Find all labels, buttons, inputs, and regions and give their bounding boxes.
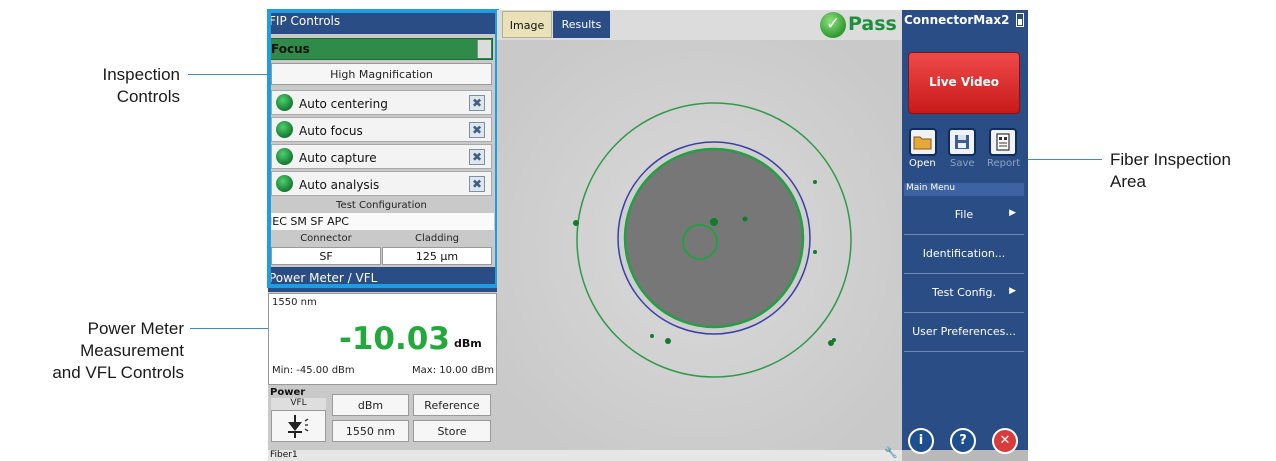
fip-controls-header: FIP Controls [268,10,497,34]
floppy-disk-icon [955,135,969,149]
menu-item-test-config[interactable]: Test Config. ▶ [904,275,1024,313]
live-video-button[interactable]: Live Video [908,52,1020,114]
vfl-toggle-button[interactable] [271,410,326,442]
menu-item-label: Test Config. [932,286,996,299]
auto-focus-row[interactable]: Auto focus ✖ [271,117,492,142]
open-label: Open [909,158,936,169]
high-magnification-button[interactable]: High Magnification [271,63,492,85]
auto-focus-label: Auto focus [299,124,363,138]
store-button[interactable]: Store [413,420,491,442]
right-navigation-panel: ConnectorMax2 Live Video Open [902,10,1028,454]
unit-dbm-button[interactable]: dBm [332,394,409,416]
callout-inspection-controls: Inspection Controls [102,65,181,106]
power-wavelength: 1550 nm [272,297,317,308]
status-led-icon [276,94,293,111]
core-ring [682,224,718,260]
focus-slider[interactable]: Focus [269,38,493,60]
folder-icon [913,136,932,150]
callout-fiber-area: Fiber Inspection Area [1110,150,1231,191]
save-label: Save [950,158,975,169]
tab-image[interactable]: Image [502,11,552,38]
menu-item-identification[interactable]: Identification... [904,236,1024,274]
cladding-value: 125 µm [382,247,492,265]
wavelength-button[interactable]: 1550 nm [332,420,409,442]
main-menu-title: Main Menu [904,183,1024,196]
fiber-endface-image [497,40,902,450]
connector-value: SF [271,247,381,265]
leader-line [190,328,296,329]
test-configuration-value: IEC SM SF APC [268,213,494,230]
chevron-right-icon: ▶ [1009,286,1016,296]
chevron-right-icon: ▶ [1009,208,1016,218]
menu-item-user-preferences[interactable]: User Preferences... [904,314,1024,352]
auto-centering-label: Auto centering [299,97,388,111]
check-icon: ✓ [820,12,846,38]
report-label: Report [987,158,1021,169]
callout-power-meter: Power Meter Measurement and VFL Controls [52,319,184,382]
focus-label: Focus [271,42,310,56]
close-icon: ✕ [999,433,1011,448]
contact-zone-ring [576,102,852,378]
left-panel: FIP Controls Focus High Magnification Au… [267,9,499,450]
power-max: Max: 10.00 dBm [412,365,494,376]
connector-header: Connector [271,232,381,247]
wrench-icon: 🔧 [884,446,898,459]
laser-diode-icon [287,415,308,438]
status-fiber-name: Fiber1 [270,450,298,460]
disable-x-icon[interactable]: ✖ [469,176,485,192]
battery-icon [1016,13,1024,27]
pass-status-badge: ✓ Pass [820,12,898,38]
tab-results[interactable]: Results [553,11,610,38]
info-button[interactable]: i [908,428,934,454]
auto-analysis-label: Auto analysis [299,178,380,192]
status-led-icon [276,148,293,165]
power-section-label: Power [270,387,306,398]
pass-text: Pass [848,13,897,35]
view-tab-bar: Image Results ✓ Pass [497,10,902,40]
status-led-icon [276,175,293,192]
power-reading: -10.03 [339,321,450,357]
fiber-inspection-area[interactable] [497,40,902,450]
menu-item-label: User Preferences... [912,325,1016,338]
power-meter-display: 1550 nm -10.03 dBm Min: -45.00 dBm Max: … [268,293,497,385]
disable-x-icon[interactable]: ✖ [469,122,485,138]
leader-line [188,74,292,75]
menu-item-label: Identification... [922,247,1006,260]
defect-markers [573,180,836,346]
question-icon: ? [959,433,967,448]
power-meter-vfl-header: Power Meter / VFL [268,267,497,292]
reference-button[interactable]: Reference [413,394,491,416]
auto-capture-row[interactable]: Auto capture ✖ [271,144,492,169]
menu-item-file[interactable]: File ▶ [904,197,1024,235]
close-button[interactable]: ✕ [992,428,1018,454]
report-document-icon [996,133,1010,151]
focus-slider-handle[interactable] [477,40,491,58]
test-configuration-title: Test Configuration [271,199,492,214]
power-min: Min: -45.00 dBm [272,365,355,376]
menu-item-label: File [954,208,974,221]
app-title: ConnectorMax2 [904,13,1010,27]
status-led-icon [276,121,293,138]
disable-x-icon[interactable]: ✖ [469,149,485,165]
connectormax-window: FIP Controls Focus High Magnification Au… [267,9,1028,461]
vfl-label: VFL [271,398,326,410]
power-unit: dBm [454,337,482,350]
status-bar: Fiber1 🔧 [268,446,902,461]
report-button[interactable] [989,128,1017,156]
disable-x-icon[interactable]: ✖ [469,95,485,111]
save-button[interactable] [948,128,976,156]
auto-centering-row[interactable]: Auto centering ✖ [271,90,492,115]
auto-capture-label: Auto capture [299,151,377,165]
auto-analysis-row[interactable]: Auto analysis ✖ [271,171,492,196]
open-button[interactable] [909,128,937,156]
help-button[interactable]: ? [950,428,976,454]
info-icon: i [918,433,924,448]
cladding-header: Cladding [382,232,492,247]
cladding-zone [623,147,805,329]
